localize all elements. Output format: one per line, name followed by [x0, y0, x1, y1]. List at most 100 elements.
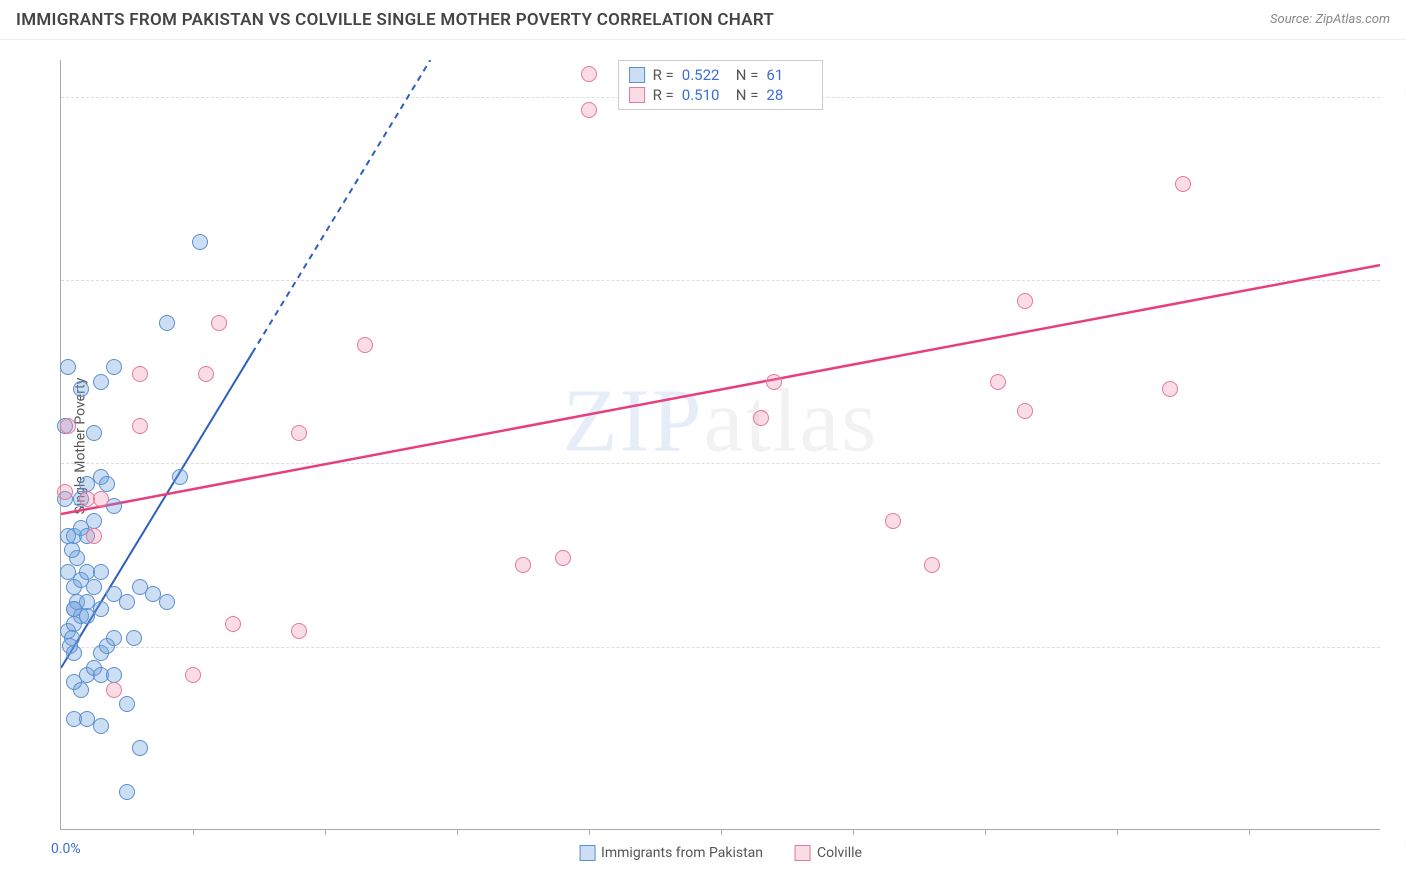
- x-tick: [457, 829, 458, 835]
- x-tick: [589, 829, 590, 835]
- data-point-colville: [93, 491, 109, 507]
- data-point-colville: [581, 102, 597, 118]
- gridline: [61, 280, 1380, 281]
- r-label: R =: [653, 86, 674, 104]
- x-tick: [193, 829, 194, 835]
- source-prefix: Source:: [1270, 12, 1315, 27]
- data-point-pakistan: [86, 513, 102, 529]
- data-point-pakistan: [99, 476, 115, 492]
- gridline: [61, 647, 1380, 648]
- correlation-legend: R = 0.522 N = 61 R = 0.510 N = 28: [618, 60, 824, 110]
- legend-swatch-colville: [795, 845, 811, 861]
- data-point-pakistan: [64, 542, 80, 558]
- n-label: N =: [736, 66, 759, 84]
- correlation-row-colville: R = 0.510 N = 28: [629, 85, 813, 105]
- data-point-pakistan: [93, 601, 109, 617]
- legend-item-pakistan: Immigrants from Pakistan: [579, 845, 763, 861]
- data-point-colville: [57, 484, 73, 500]
- plot-area: ZIPatlas R = 0.522 N = 61 R = 0.510 N = …: [60, 60, 1380, 830]
- data-point-pakistan: [73, 682, 89, 698]
- x-axis-max-label: 100.0%: [1390, 841, 1406, 857]
- data-point-pakistan: [119, 784, 135, 800]
- y-tick-label: 100.0%: [1390, 89, 1406, 105]
- watermark-atlas: atlas: [704, 372, 879, 471]
- data-point-colville: [1175, 176, 1191, 192]
- data-point-pakistan: [93, 564, 109, 580]
- data-point-colville: [86, 528, 102, 544]
- source-attribution: Source: ZipAtlas.com: [1270, 12, 1390, 27]
- legend-label-colville: Colville: [817, 845, 862, 861]
- data-point-pakistan: [106, 667, 122, 683]
- data-point-pakistan: [192, 234, 208, 250]
- data-point-pakistan: [172, 469, 188, 485]
- data-point-colville: [924, 557, 940, 573]
- data-point-colville: [291, 425, 307, 441]
- data-point-colville: [60, 418, 76, 434]
- data-point-colville: [1162, 381, 1178, 397]
- legend-swatch-pakistan: [629, 67, 645, 83]
- data-point-pakistan: [86, 579, 102, 595]
- r-value-pakistan: 0.522: [682, 66, 728, 84]
- r-value-colville: 0.510: [682, 86, 728, 104]
- x-tick: [1117, 829, 1118, 835]
- header: IMMIGRANTS FROM PAKISTAN VS COLVILLE SIN…: [0, 0, 1406, 40]
- data-point-colville: [555, 550, 571, 566]
- x-tick: [721, 829, 722, 835]
- x-tick: [985, 829, 986, 835]
- data-point-pakistan: [93, 718, 109, 734]
- data-point-colville: [766, 374, 782, 390]
- data-point-pakistan: [119, 696, 135, 712]
- y-tick-label: 25.0%: [1390, 639, 1406, 655]
- data-point-pakistan: [106, 630, 122, 646]
- gridline: [61, 463, 1380, 464]
- watermark: ZIPatlas: [563, 370, 879, 473]
- r-label: R =: [653, 66, 674, 84]
- legend-swatch-colville: [629, 87, 645, 103]
- data-point-colville: [211, 315, 227, 331]
- data-point-colville: [198, 366, 214, 382]
- chart-title: IMMIGRANTS FROM PAKISTAN VS COLVILLE SIN…: [16, 10, 774, 30]
- data-point-colville: [132, 418, 148, 434]
- data-point-pakistan: [86, 425, 102, 441]
- data-point-pakistan: [132, 740, 148, 756]
- data-point-colville: [1017, 403, 1033, 419]
- y-tick-label: 75.0%: [1390, 272, 1406, 288]
- data-point-pakistan: [159, 315, 175, 331]
- data-point-pakistan: [126, 630, 142, 646]
- data-point-pakistan: [159, 594, 175, 610]
- data-point-colville: [581, 66, 597, 82]
- data-point-colville: [132, 366, 148, 382]
- data-point-pakistan: [119, 594, 135, 610]
- data-point-pakistan: [60, 359, 76, 375]
- watermark-zip: ZIP: [563, 372, 704, 471]
- data-point-pakistan: [93, 374, 109, 390]
- series-legend: Immigrants from Pakistan Colville: [579, 845, 862, 861]
- x-tick: [1249, 829, 1250, 835]
- data-point-colville: [185, 667, 201, 683]
- legend-label-pakistan: Immigrants from Pakistan: [601, 845, 763, 861]
- data-point-colville: [515, 557, 531, 573]
- data-point-pakistan: [66, 645, 82, 661]
- data-point-colville: [1017, 293, 1033, 309]
- x-tick: [853, 829, 854, 835]
- data-point-colville: [753, 410, 769, 426]
- data-point-pakistan: [73, 381, 89, 397]
- x-tick: [325, 829, 326, 835]
- data-point-pakistan: [60, 564, 76, 580]
- n-value-pakistan: 61: [766, 66, 812, 84]
- data-point-colville: [885, 513, 901, 529]
- y-tick-label: 50.0%: [1390, 455, 1406, 471]
- n-label: N =: [736, 86, 759, 104]
- data-point-colville: [225, 616, 241, 632]
- correlation-row-pakistan: R = 0.522 N = 61: [629, 65, 813, 85]
- n-value-colville: 28: [766, 86, 812, 104]
- data-point-colville: [990, 374, 1006, 390]
- data-point-pakistan: [106, 359, 122, 375]
- data-point-colville: [291, 623, 307, 639]
- data-point-colville: [357, 337, 373, 353]
- data-point-colville: [106, 682, 122, 698]
- legend-swatch-pakistan: [579, 845, 595, 861]
- source-link[interactable]: ZipAtlas.com: [1315, 12, 1390, 27]
- x-axis-min-label: 0.0%: [51, 841, 81, 857]
- legend-item-colville: Colville: [795, 845, 862, 861]
